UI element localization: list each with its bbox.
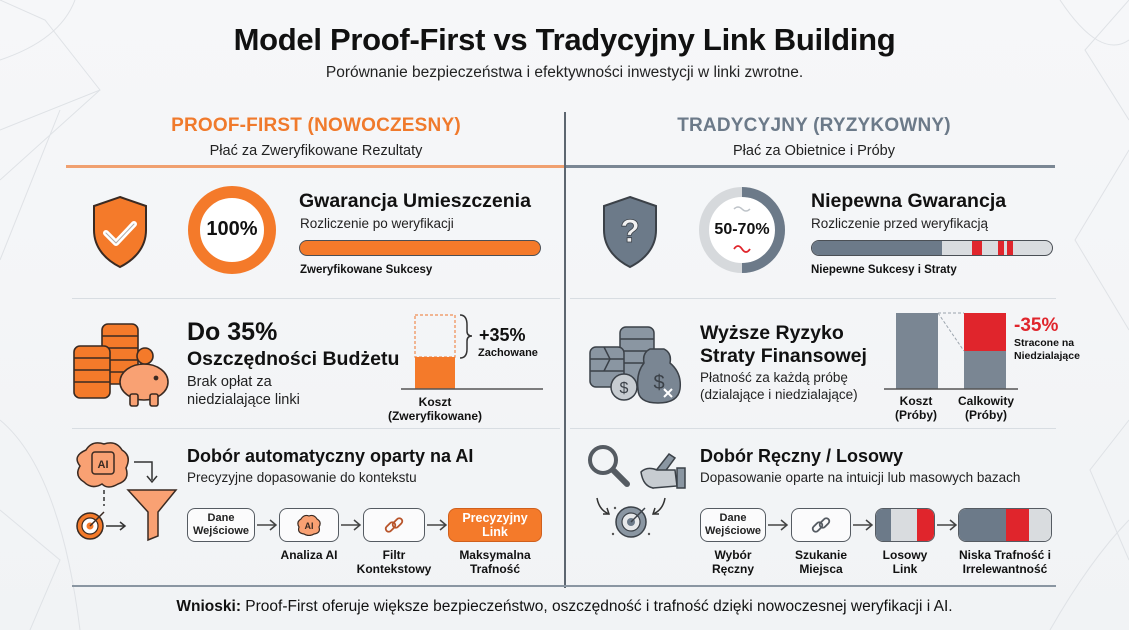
flow-label-context-filter: Filtr Kontekstowy — [356, 548, 432, 577]
verified-cost-label: Koszt (Zweryfikowane) — [380, 395, 490, 424]
total-cost-label-line1: Calkowity — [957, 394, 1014, 408]
magnifier-hand-target-icon — [588, 445, 686, 538]
ai-brain-icon: AI — [297, 514, 321, 536]
row-separator — [72, 428, 560, 429]
conclusion: Wnioski: Proof-First oferuje większe bez… — [0, 598, 1129, 616]
manual-selection-title: Dobór Ręczny / Losowy — [700, 446, 904, 466]
verified-cost-label-line1: Koszt — [418, 395, 452, 409]
manual-selection-subtitle: Dopasowanie oparte na intuicji lub masow… — [700, 470, 1021, 485]
chain-link-icon — [384, 517, 404, 533]
chain-link-icon — [811, 517, 831, 533]
guarantee-percent: 100% — [206, 218, 258, 240]
attempt-cost-label-line1: Koszt — [899, 394, 933, 408]
bottom-rule — [72, 585, 1056, 587]
traditional-underline — [565, 165, 1055, 168]
page-subtitle: Porównanie bezpieczeństwa i efektywności… — [325, 64, 804, 81]
verified-success-bar — [299, 240, 541, 256]
arrow-right-icon — [341, 519, 362, 531]
row-separator — [570, 428, 1056, 429]
total-cost-label-line2: (Próby) — [965, 408, 1007, 423]
savings-bar-chart — [401, 314, 543, 390]
proof-first-underline — [66, 165, 564, 168]
svg-text:AI: AI — [305, 521, 314, 531]
savings-title-line1: Do 35% — [187, 318, 278, 346]
broken-coins-money-bags-icon: $ $ — [589, 326, 682, 404]
flow-ai-analysis: AI — [279, 508, 339, 542]
arrow-right-icon — [937, 519, 958, 531]
shield-check-icon — [93, 195, 147, 269]
uncertain-success-bar — [811, 240, 1053, 256]
risk-sub-line2: (dzialające i niedzialające) — [700, 387, 858, 402]
verified-cost-label-line2: (Zweryfikowane) — [387, 409, 483, 424]
proof-first-tagline: Płać za Zweryfikowane Rezultaty — [209, 143, 423, 159]
row-separator — [72, 298, 560, 299]
svg-text:AI: AI — [98, 459, 109, 471]
guarantee-title: Gwarancja Umieszczenia — [299, 190, 531, 212]
risk-title-line2: Straty Finansowej — [700, 345, 867, 367]
flow-label-max-relevance: Maksymalna Trafność — [459, 548, 531, 577]
arrow-right-icon — [853, 519, 874, 531]
ai-selection-subtitle: Precyzyjne dopasowanie do kontekstu — [187, 470, 417, 485]
loss-delta-label-line1: Stracone na — [1014, 337, 1075, 349]
savings-title-line2: Oszczędności Budżetu — [187, 348, 400, 370]
savings-sub-line1: Brak opłat za — [187, 374, 272, 390]
proof-first-header: PROOF-FIRST (NOWOCZESNY) Płać za Zweryfi… — [66, 115, 566, 159]
flow-input-data-manual: Dane Wejściowe — [700, 508, 766, 542]
svg-text:?: ? — [620, 213, 640, 249]
savings-delta-label: Zachowane — [478, 347, 538, 359]
guarantee-ring-100 — [188, 186, 276, 274]
flow-input-data: Dane Wejściowe — [187, 508, 255, 542]
savings-delta: +35% — [479, 325, 526, 345]
ai-brain-funnel-icon: AI — [76, 442, 178, 542]
arrow-right-icon — [768, 519, 789, 531]
attempt-cost-label: Koszt (Próby) — [886, 394, 946, 423]
flow-label-ai-analysis: Analiza AI — [280, 548, 338, 562]
traditional-heading: TRADYCYJNY (RYZYKOWNY) — [677, 115, 951, 136]
traditional-header: TRADYCYJNY (RYZYKOWNY) Płać za Obietnice… — [564, 115, 1064, 159]
attempt-cost-label-line2: (Próby) — [895, 408, 937, 423]
savings-sub-line2: niedzialające linki — [187, 392, 300, 408]
column-divider — [564, 112, 566, 588]
risk-sub-line1: Płatność za każdą próbę — [700, 370, 848, 385]
loss-delta-label-line2: Niedzialające — [1014, 349, 1080, 362]
svg-text:$: $ — [620, 380, 629, 397]
guarantee-subtitle: Rozliczenie po weryfikacji — [300, 216, 454, 231]
ai-selection-title: Dobór automatyczny oparty na AI — [187, 446, 474, 466]
uncertain-guarantee-percent: 50-70% — [714, 221, 770, 238]
risk-title-line1: Wyższe Ryzyko — [700, 322, 844, 344]
flow-search-placement — [791, 508, 851, 542]
arrow-right-icon — [427, 519, 448, 531]
flow-label-search-placement: Szukanie Miejsca — [794, 548, 848, 577]
flow-context-filter — [363, 508, 425, 542]
flow-label-low-relevance: Niska Trafność i Irrelewantność — [958, 548, 1052, 577]
uncertain-guarantee-title: Niepewna Gwarancja — [811, 190, 1007, 212]
conclusion-lead: Wnioski: — [176, 598, 241, 615]
flow-low-relevance — [958, 508, 1052, 542]
flow-label-random-link: Losowy Link — [882, 548, 928, 577]
page-title: Model Proof-First vs Tradycyjny Link Bui… — [233, 22, 896, 57]
coins-piggy-bank-icon — [73, 323, 169, 407]
uncertain-success-label: Niepewne Sukcesy i Straty — [811, 264, 957, 276]
loss-delta-label: Stracone na Niedzialające — [1014, 337, 1080, 362]
flow-random-link — [875, 508, 935, 542]
total-cost-label: Calkowity (Próby) — [950, 394, 1022, 423]
loss-delta: -35% — [1014, 315, 1059, 336]
uncertain-guarantee-subtitle: Rozliczenie przed weryfikacją — [811, 216, 989, 231]
traditional-tagline: Płać za Obietnice i Próby — [733, 143, 895, 159]
conclusion-text: Proof-First oferuje większe bezpieczeńst… — [241, 598, 953, 615]
row-separator — [570, 298, 1056, 299]
svg-text:$: $ — [653, 372, 664, 394]
risk-bar-chart — [884, 312, 1018, 390]
proof-first-heading: PROOF-FIRST (NOWOCZESNY) — [171, 115, 461, 136]
shield-question-icon: ? — [603, 195, 657, 269]
guarantee-ring-50-70 — [699, 187, 785, 273]
flow-label-manual-choice: Wybór Ręczny — [711, 548, 755, 577]
arrow-right-icon — [257, 519, 278, 531]
flow-precise-link: Precyzyjny Link — [448, 508, 542, 542]
verified-success-label: Zweryfikowane Sukcesy — [300, 264, 433, 276]
